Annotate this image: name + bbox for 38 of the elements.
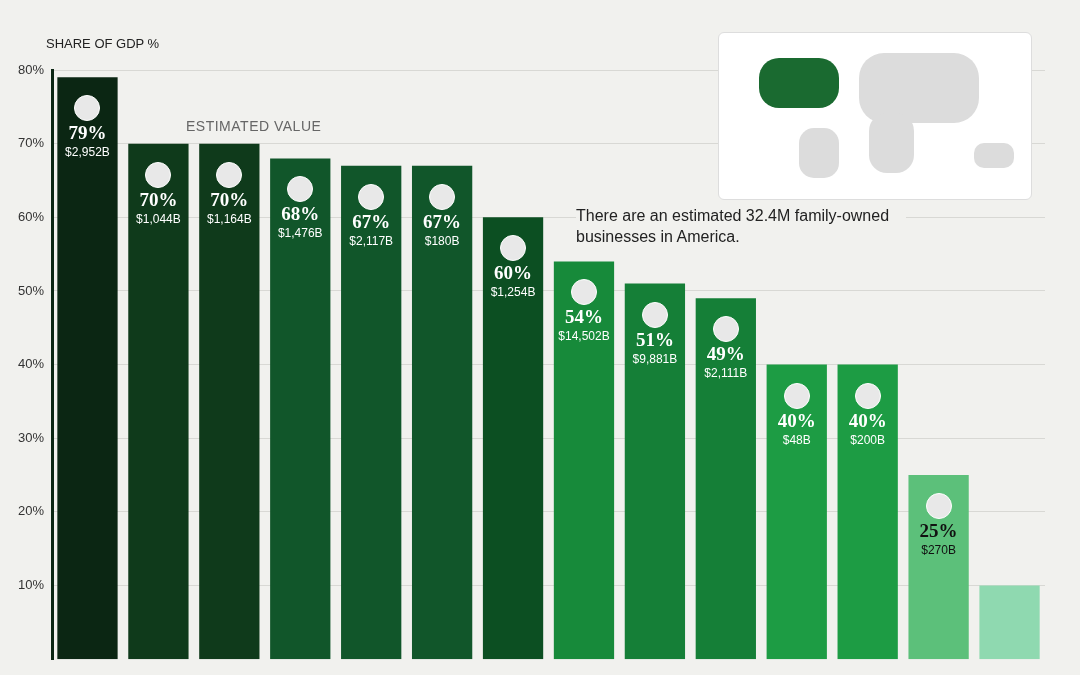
bar	[270, 158, 331, 660]
y-tick-label: 80%	[17, 61, 45, 77]
y-tick-label: 60%	[17, 208, 45, 224]
bar	[57, 77, 118, 660]
data-label: 70% $1,164B	[206, 188, 252, 226]
bar	[695, 298, 756, 660]
bar	[341, 165, 402, 660]
bar	[766, 364, 827, 660]
bar	[128, 143, 189, 660]
bar	[411, 165, 473, 660]
data-label: 79% $2,952B	[65, 122, 110, 160]
y-tick-label: 30%	[17, 429, 45, 445]
bar	[979, 585, 1040, 660]
data-label: 68% $1,476B	[277, 203, 323, 241]
bar	[908, 475, 969, 660]
annotation: There are an estimated 32.4M family-owned businesses in America.	[576, 205, 906, 247]
bar	[482, 217, 544, 660]
bar	[553, 261, 615, 660]
data-label: 40% $200B	[848, 409, 887, 447]
y-tick-label: 70%	[17, 135, 45, 151]
y-tick-label: 20%	[17, 503, 45, 519]
bar	[199, 143, 260, 660]
data-label: 40% $48B	[777, 409, 816, 447]
y-tick-label: 10%	[17, 577, 45, 593]
data-label: 49% $2,111B	[704, 343, 748, 381]
y-axis-title: SHARE OF GDP %	[46, 36, 160, 51]
data-label: 54% $14,502B	[558, 306, 610, 344]
y-tick-label: 40%	[17, 356, 45, 372]
data-label: 67% $2,117B	[349, 210, 394, 248]
y-tick-label: 50%	[17, 282, 45, 298]
data-label: 51% $9,881B	[632, 328, 678, 366]
bar	[624, 283, 686, 660]
annotation: ESTIMATED VALUE	[183, 118, 325, 134]
data-label: 60% $1,254B	[490, 262, 536, 300]
data-label: 70% $1,044B	[136, 188, 181, 226]
data-label: 67% $180B	[423, 210, 462, 248]
data-label: 25% $270B	[919, 520, 958, 558]
bar	[837, 364, 898, 660]
